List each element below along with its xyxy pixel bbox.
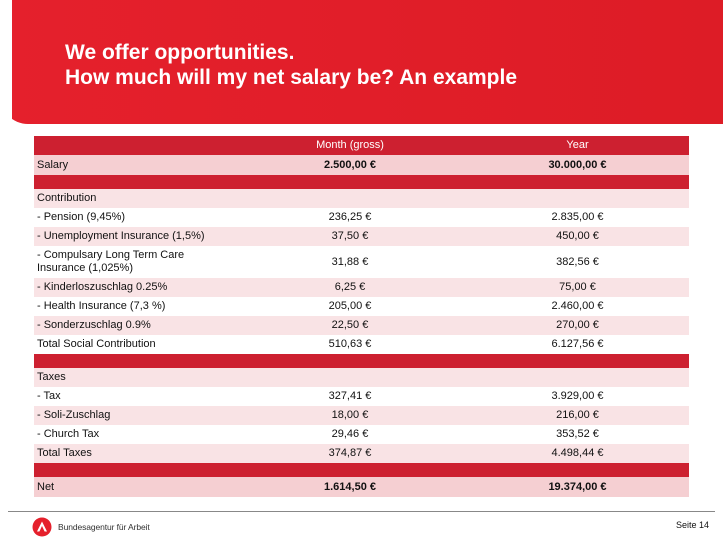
row-month: 22,50 € [234, 316, 466, 335]
total-social-row: Total Social Contribution 510,63 € 6.127… [34, 335, 689, 354]
net-row: Net 1.614,50 € 19.374,00 € [34, 477, 689, 497]
header-blank [34, 136, 234, 155]
net-year: 19.374,00 € [466, 477, 689, 497]
total-social-year: 6.127,56 € [466, 335, 689, 354]
row-year: 2.460,00 € [466, 297, 689, 316]
net-month: 1.614,50 € [234, 477, 466, 497]
title-line-2: How much will my net salary be? An examp… [65, 66, 518, 89]
total-social-month: 510,63 € [234, 335, 466, 354]
row-month: 18,00 € [234, 406, 466, 425]
row-label: - Health Insurance (7,3 %) [34, 297, 234, 316]
row-label: - Kinderloszuschlag 0.25% [34, 278, 234, 297]
header-year: Year [466, 136, 689, 155]
footer-logo: Bundesagentur für Arbeit [32, 517, 182, 537]
salary-row: Salary 2.500,00 € 30.000,00 € [34, 155, 689, 175]
salary-month: 2.500,00 € [234, 155, 466, 175]
row-label: - Unemployment Insurance (1,5%) [34, 227, 234, 246]
row-year: 2.835,00 € [466, 208, 689, 227]
total-taxes-row: Total Taxes 374,87 € 4.498,44 € [34, 444, 689, 463]
row-year: 382,56 € [466, 246, 689, 278]
row-label: - Compulsary Long Term Care Insurance (1… [34, 246, 234, 278]
total-taxes-year: 4.498,44 € [466, 444, 689, 463]
salary-table: Month (gross) Year Salary 2.500,00 € 30.… [34, 136, 689, 497]
row-year: 75,00 € [466, 278, 689, 297]
title-banner [0, 0, 723, 124]
table-row: - Church Tax 29,46 € 353,52 € [34, 425, 689, 444]
salary-year: 30.000,00 € [466, 155, 689, 175]
table-row: - Sonderzuschlag 0.9% 22,50 € 270,00 € [34, 316, 689, 335]
logo-text: Bundesagentur für Arbeit [58, 522, 150, 532]
row-month: 327,41 € [234, 387, 466, 406]
row-label: - Soli-Zuschlag [34, 406, 234, 425]
row-month: 29,46 € [234, 425, 466, 444]
row-year: 3.929,00 € [466, 387, 689, 406]
total-taxes-label: Total Taxes [34, 444, 234, 463]
net-label: Net [34, 477, 234, 497]
row-month: 31,88 € [234, 246, 466, 278]
table-header-row: Month (gross) Year [34, 136, 689, 155]
row-label: - Tax [34, 387, 234, 406]
taxes-heading-row: Taxes [34, 368, 689, 387]
row-year: 270,00 € [466, 316, 689, 335]
separator-row [34, 354, 689, 368]
bundesagentur-logo-icon [32, 517, 52, 537]
row-month: 37,50 € [234, 227, 466, 246]
row-month: 236,25 € [234, 208, 466, 227]
table-row: - Kinderloszuschlag 0.25% 6,25 € 75,00 € [34, 278, 689, 297]
banner-edge [0, 0, 12, 124]
table-row: - Health Insurance (7,3 %) 205,00 € 2.46… [34, 297, 689, 316]
footer-divider [8, 511, 715, 512]
separator-row [34, 463, 689, 477]
row-label: - Pension (9,45%) [34, 208, 234, 227]
table-row: - Unemployment Insurance (1,5%) 37,50 € … [34, 227, 689, 246]
total-social-label: Total Social Contribution [34, 335, 234, 354]
contribution-heading-row: Contribution [34, 189, 689, 208]
row-label: - Church Tax [34, 425, 234, 444]
slide-title: We offer opportunities. How much will my… [65, 40, 517, 90]
table-row: - Pension (9,45%) 236,25 € 2.835,00 € [34, 208, 689, 227]
row-month: 205,00 € [234, 297, 466, 316]
total-taxes-month: 374,87 € [234, 444, 466, 463]
table-row: - Compulsary Long Term Care Insurance (1… [34, 246, 689, 278]
title-line-1: We offer opportunities. [65, 41, 295, 64]
page-number: Seite 14 [675, 520, 709, 530]
taxes-heading: Taxes [34, 368, 234, 387]
row-label: - Sonderzuschlag 0.9% [34, 316, 234, 335]
table-row: - Tax 327,41 € 3.929,00 € [34, 387, 689, 406]
row-year: 216,00 € [466, 406, 689, 425]
contribution-heading: Contribution [34, 189, 234, 208]
separator-row [34, 175, 689, 189]
row-year: 353,52 € [466, 425, 689, 444]
table-row: - Soli-Zuschlag 18,00 € 216,00 € [34, 406, 689, 425]
header-month: Month (gross) [234, 136, 466, 155]
row-year: 450,00 € [466, 227, 689, 246]
row-month: 6,25 € [234, 278, 466, 297]
salary-label: Salary [34, 155, 234, 175]
